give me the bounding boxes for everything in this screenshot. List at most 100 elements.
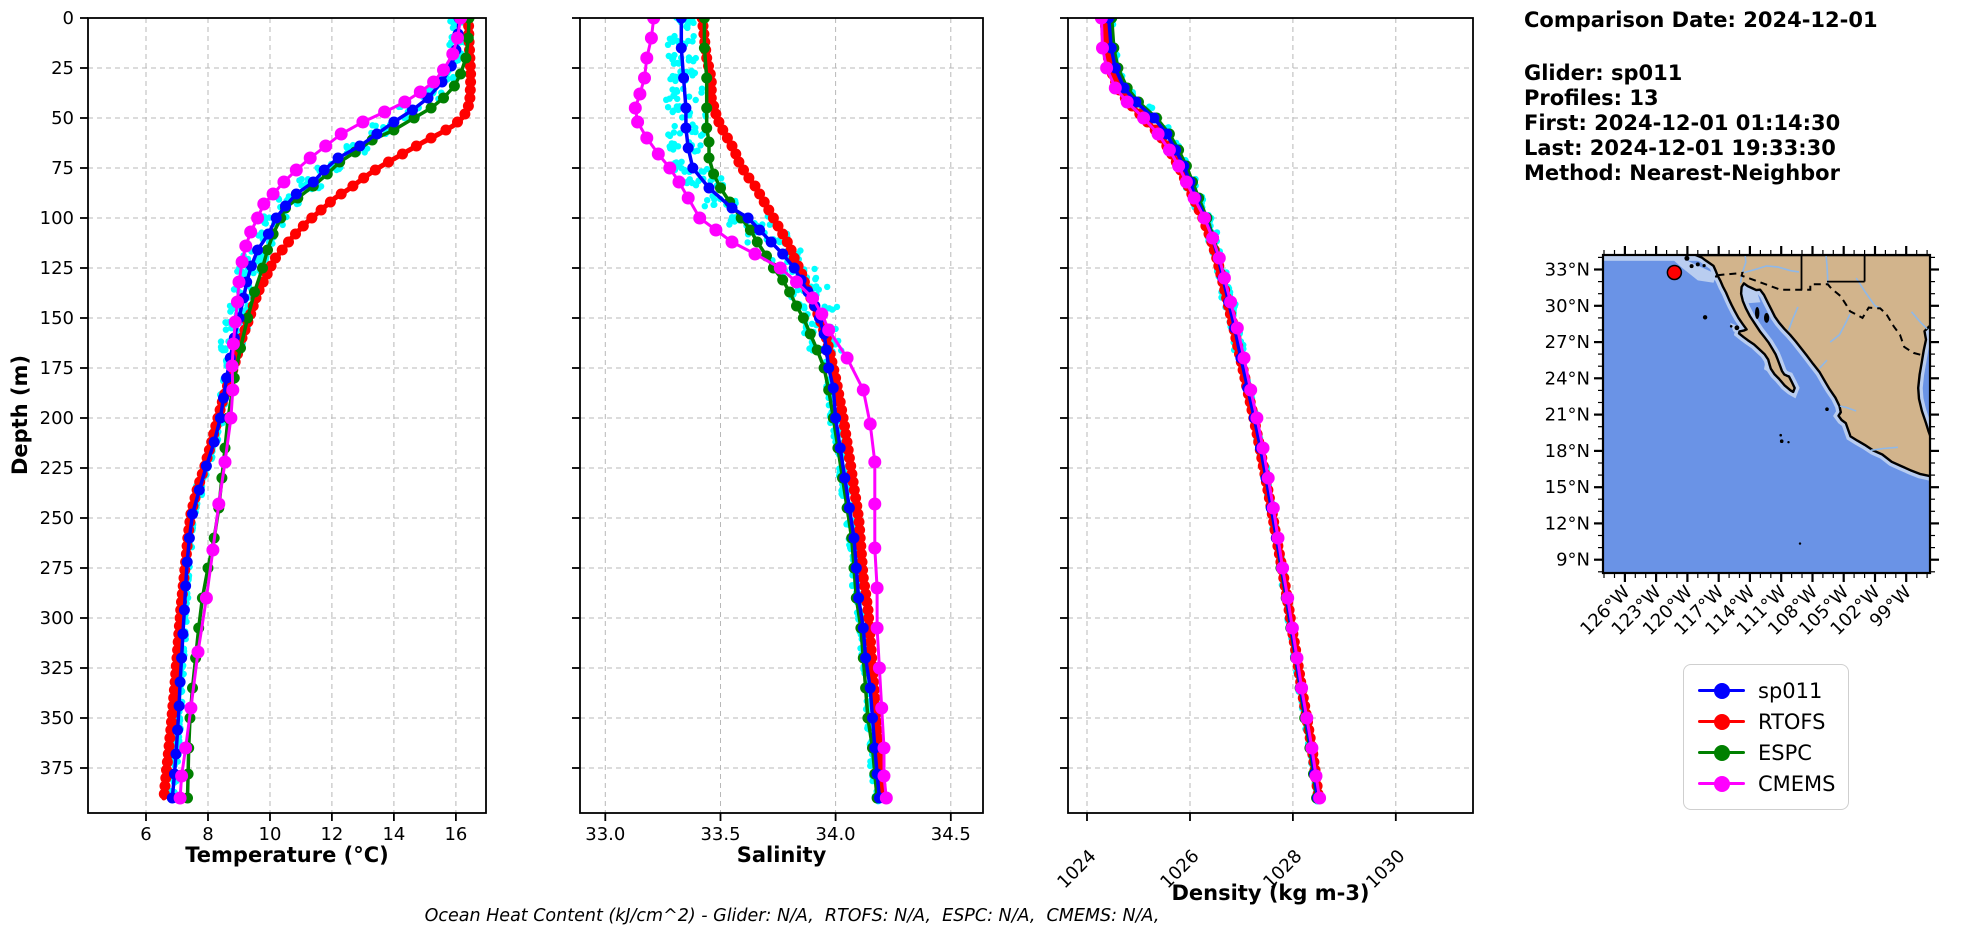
series-markers-ESPC-temperature	[182, 18, 475, 804]
map-island	[1714, 275, 1718, 278]
map-river	[1829, 313, 1851, 343]
series-markers-CMEMS-temperature	[173, 18, 468, 805]
legend-dot-icon	[1713, 744, 1730, 761]
map-river	[1825, 255, 1829, 285]
series-markers-sp011-temperature	[166, 18, 465, 804]
map-us-mexico-border	[1717, 271, 1924, 357]
svg-text:150: 150	[40, 308, 74, 329]
svg-text:27°N: 27°N	[1545, 332, 1590, 353]
legend-item-sp011: sp011	[1698, 675, 1834, 706]
map-island	[1695, 262, 1700, 267]
svg-text:12°N: 12°N	[1545, 513, 1590, 534]
svg-text:33.5: 33.5	[700, 824, 740, 845]
svg-text:10: 10	[259, 824, 282, 845]
series-markers-RTOFS-density	[1099, 18, 1324, 800]
svg-text:8: 8	[202, 824, 213, 845]
legend-item-cmems: CMEMS	[1698, 768, 1836, 799]
svg-text:25: 25	[51, 58, 74, 79]
map-island	[1779, 439, 1784, 444]
map-river	[1855, 277, 1882, 310]
map-island	[1684, 255, 1690, 261]
glider-scatter-salinity	[663, 18, 888, 805]
svg-text:21°N: 21°N	[1545, 405, 1590, 426]
map-island-tiburon	[1764, 312, 1770, 323]
svg-text:33°N: 33°N	[1545, 260, 1590, 281]
map-river	[1743, 265, 1800, 274]
legend-dot-icon	[1713, 775, 1730, 792]
legend-label: CMEMS	[1758, 771, 1836, 796]
legend: sp011 RTOFS ESPC CMEMS	[1683, 664, 1849, 810]
legend-label: RTOFS	[1758, 709, 1826, 734]
glider-location-marker	[1666, 264, 1683, 281]
glider-scatter-temperature	[166, 18, 471, 803]
info-profiles: Profiles: 13	[1524, 86, 1659, 110]
map-island	[1825, 407, 1829, 412]
comparison-info: Comparison Date: 2024-12-01 Glider: sp01…	[1524, 8, 1878, 186]
legend-item-espc: ESPC	[1698, 737, 1834, 768]
salinity-panel: 33.0 33.5 34.0 34.5 Salinity	[572, 17, 984, 867]
map-river	[1787, 306, 1799, 331]
series-line-RTOFS-temperature	[161, 18, 474, 801]
comparison-date: Comparison Date: 2024-12-01	[1524, 8, 1878, 32]
svg-text:375: 375	[40, 758, 74, 779]
svg-text:18°N: 18°N	[1545, 441, 1590, 462]
svg-text:325: 325	[40, 658, 74, 679]
info-spacer	[1524, 33, 1878, 61]
density-axis-label: Density (kg m-3)	[1171, 881, 1369, 905]
depth-axis-label: Depth (m)	[8, 355, 32, 475]
legend-swatch-rtofs	[1698, 713, 1745, 730]
svg-text:50: 50	[51, 108, 74, 129]
map-island	[1798, 542, 1802, 545]
info-last: Last: 2024-12-01 19:33:30	[1524, 136, 1836, 160]
legend-dot-icon	[1713, 713, 1730, 730]
series-line-sp011-salinity	[679, 18, 882, 800]
svg-text:24°N: 24°N	[1545, 368, 1590, 389]
map-river	[1910, 311, 1928, 330]
series-line-CMEMS-salinity	[633, 18, 888, 800]
legend-swatch-sp011	[1698, 682, 1745, 699]
map-river	[1739, 255, 1747, 283]
series-line-ESPC-density	[1109, 18, 1319, 800]
svg-text:100: 100	[40, 208, 74, 229]
info-first: First: 2024-12-01 01:14:30	[1524, 111, 1841, 135]
svg-text:6: 6	[140, 824, 151, 845]
svg-text:300: 300	[40, 608, 74, 629]
map-island	[1779, 433, 1782, 437]
series-markers-RTOFS-salinity	[696, 18, 887, 800]
map-island	[1702, 264, 1706, 268]
legend-swatch-cmems	[1698, 775, 1745, 792]
svg-text:175: 175	[40, 358, 74, 379]
temperature-panel: 6 8 10 12 14 16 0 25 50 75 100 125 150 175 200 225 250 27…	[40, 8, 487, 867]
temperature-axis-label: Temperature (°C)	[185, 843, 388, 867]
glider-scatter-density	[1101, 18, 1323, 805]
svg-text:75: 75	[51, 158, 74, 179]
legend-label: ESPC	[1758, 740, 1812, 765]
legend-item-rtofs: RTOFS	[1698, 706, 1834, 737]
svg-text:34.0: 34.0	[816, 824, 856, 845]
svg-text:30°N: 30°N	[1545, 296, 1590, 317]
grid	[1068, 18, 1473, 813]
series-line-CMEMS-density	[1099, 18, 1322, 800]
legend-swatch-espc	[1698, 744, 1745, 761]
svg-text:275: 275	[40, 558, 74, 579]
legend-label: sp011	[1758, 678, 1823, 703]
legend-dot-icon	[1713, 682, 1730, 699]
svg-text:1024: 1024	[1053, 846, 1100, 893]
series-markers-sp011-density	[1103, 18, 1324, 804]
map-island	[1702, 315, 1708, 320]
series-markers-ESPC-density	[1106, 18, 1323, 804]
map-shallow-water	[1671, 255, 1717, 283]
map-river	[1839, 405, 1857, 412]
grid	[580, 18, 983, 813]
svg-text:33.0: 33.0	[585, 824, 625, 845]
series-line-RTOFS-density	[1102, 18, 1322, 801]
series-line-sp011-density	[1106, 18, 1320, 800]
svg-text:0: 0	[63, 8, 74, 29]
series-markers-CMEMS-density	[1094, 18, 1327, 805]
map-island	[1729, 325, 1733, 328]
svg-text:200: 200	[40, 408, 74, 429]
map-land	[1695, 255, 1930, 477]
series-markers-CMEMS-salinity	[628, 18, 893, 805]
